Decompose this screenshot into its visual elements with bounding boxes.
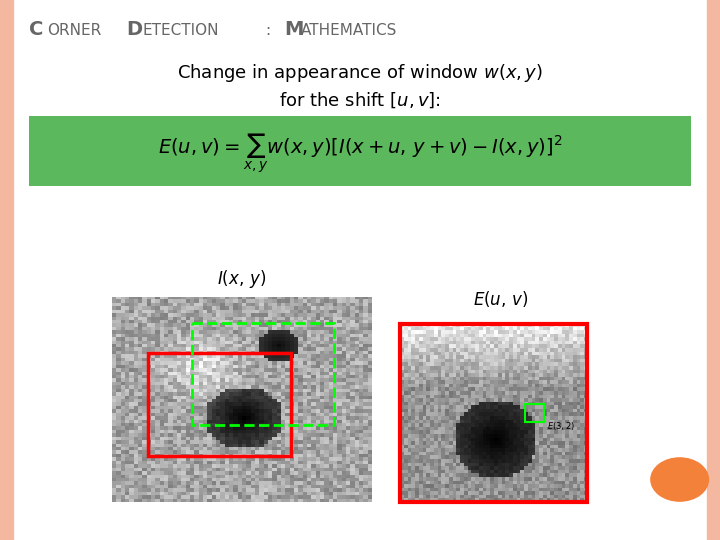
Circle shape — [651, 458, 708, 501]
Text: $E(u,v) = \sum_{x,y} w(x,y)\left[I(x+u,\,y+v)-I(x,y)\right]^2$: $E(u,v) = \sum_{x,y} w(x,y)\left[I(x+u,\… — [158, 131, 562, 174]
Text: :: : — [266, 23, 276, 38]
Text: $w(x,\, y)$: $w(x,\, y)$ — [157, 470, 210, 489]
Text: D: D — [126, 20, 142, 39]
Text: $E(3,2)$: $E(3,2)$ — [547, 420, 575, 432]
Text: ORNER: ORNER — [47, 23, 101, 38]
Text: C: C — [29, 20, 43, 39]
Bar — [148, 354, 291, 456]
Text: M: M — [284, 20, 304, 39]
Bar — [192, 322, 334, 426]
Text: Change in appearance of window $w(x, y)$: Change in appearance of window $w(x, y)$ — [177, 62, 543, 84]
Text: for the shift $[u, v]$:: for the shift $[u, v]$: — [279, 90, 441, 110]
Text: ETECTION: ETECTION — [143, 23, 219, 38]
Bar — [525, 404, 544, 422]
Bar — [707, 0, 720, 540]
Text: ATHEMATICS: ATHEMATICS — [301, 23, 397, 38]
Text: $I(x,\, y)$: $I(x,\, y)$ — [217, 267, 266, 289]
Bar — [0, 0, 13, 540]
FancyBboxPatch shape — [29, 116, 691, 186]
Text: $E(u,\, v)$: $E(u,\, v)$ — [472, 289, 528, 309]
